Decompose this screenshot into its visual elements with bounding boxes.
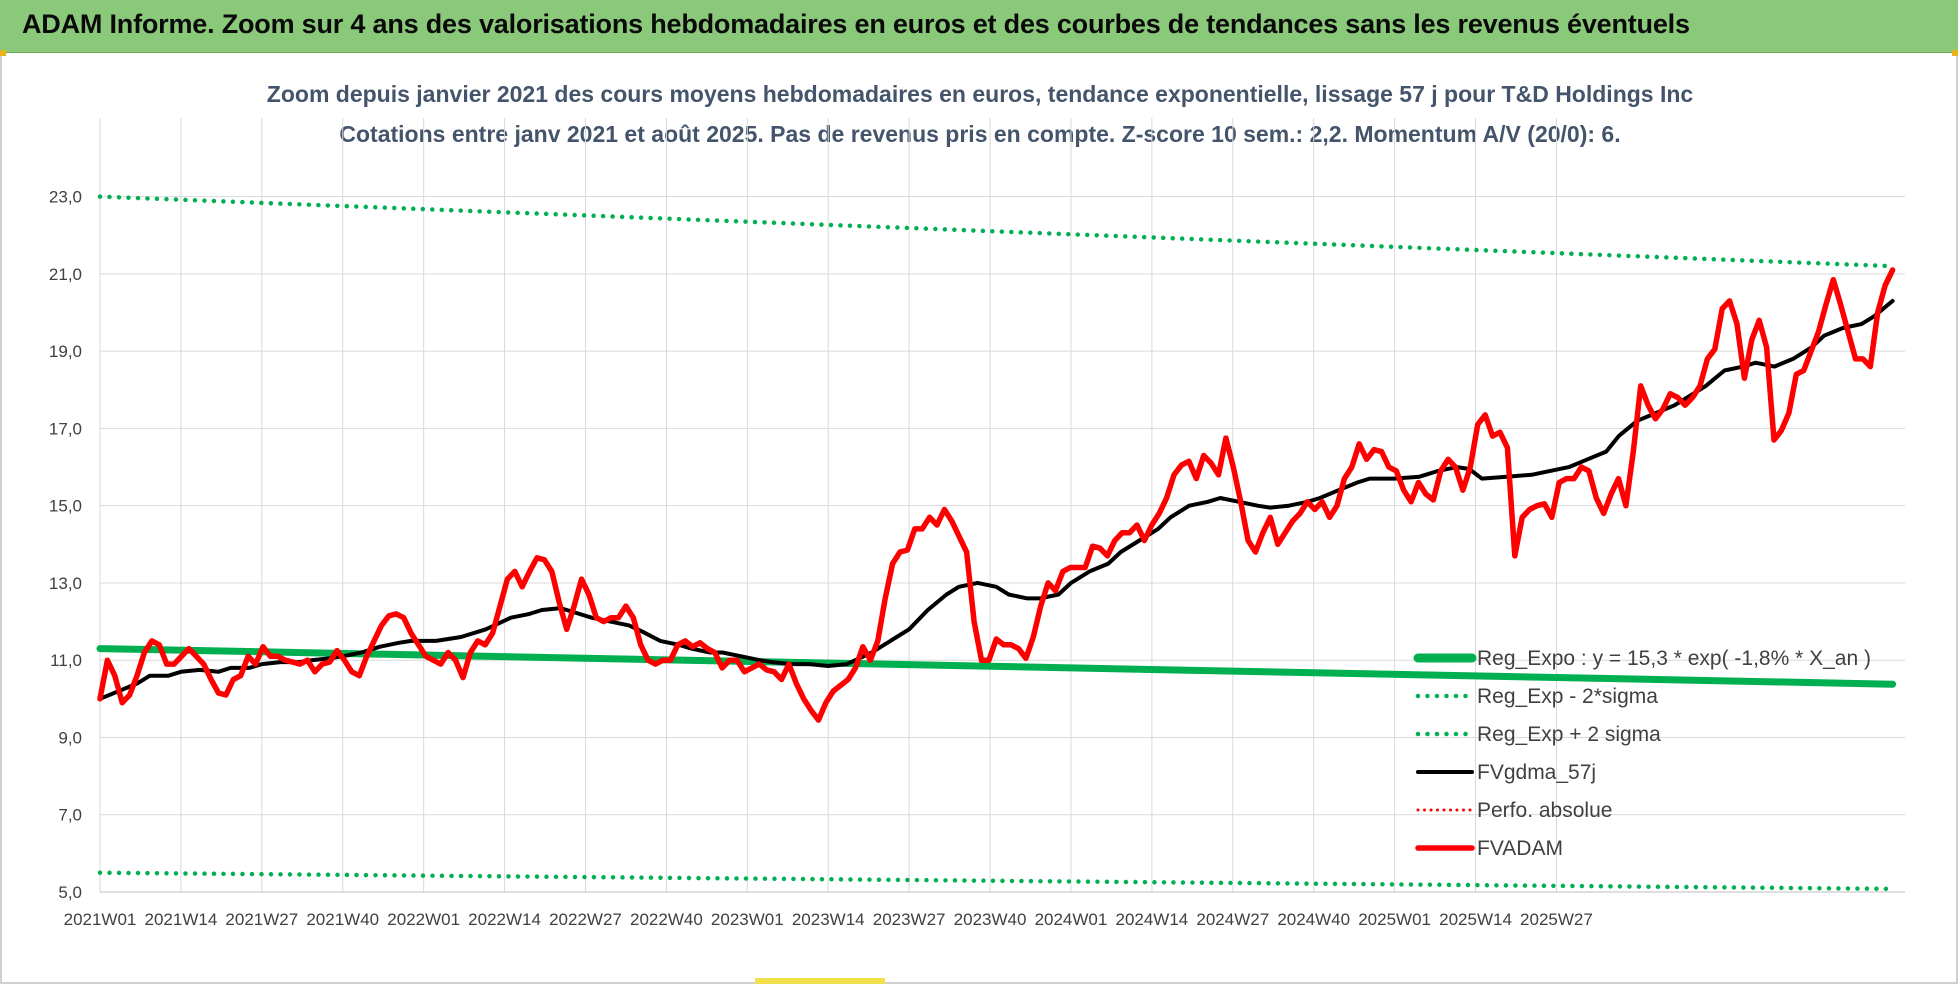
x-tick-label: 2025W27	[1520, 910, 1593, 929]
y-tick-label: 11,0	[50, 651, 82, 670]
y-tick-label: 7,0	[58, 806, 82, 825]
x-tick-label: 2021W01	[64, 910, 137, 929]
legend-label: FVgdma_57j	[1477, 761, 1596, 784]
x-tick-label: 2022W27	[549, 910, 622, 929]
y-tick-label: 15,0	[49, 497, 82, 516]
title-banner: ADAM Informe. Zoom sur 4 ans des valoris…	[0, 0, 1958, 53]
series-line-0	[96, 645, 1897, 688]
y-tick-label: 21,0	[49, 265, 82, 284]
series-line-3	[98, 298, 1895, 701]
legend-label: FVADAM	[1477, 837, 1563, 860]
x-tick-label: 2024W27	[1196, 910, 1269, 929]
x-tick-label: 2022W01	[387, 910, 460, 929]
x-tick-label: 2024W14	[1115, 910, 1188, 929]
chart-subtitle-line2: Cotations entre janv 2021 et août 2025. …	[339, 121, 1620, 147]
y-tick-label: 13,0	[49, 574, 82, 593]
legend: Reg_Expo : y = 15,3 * exp( -1,8% * X_an …	[1413, 647, 1871, 860]
series-line-1	[97, 870, 1895, 892]
corner-marker-right	[1952, 50, 1958, 56]
legend-label: Reg_Expo : y = 15,3 * exp( -1,8% * X_an …	[1477, 647, 1871, 670]
y-tick-label: 9,0	[58, 728, 82, 747]
series-line-5	[97, 267, 1896, 723]
x-tick-label: 2025W01	[1358, 910, 1431, 929]
x-tick-label: 2021W40	[306, 910, 379, 929]
x-tick-label: 2023W01	[711, 910, 784, 929]
x-tick-label: 2024W01	[1035, 910, 1108, 929]
grid-lines	[99, 118, 1905, 893]
y-tick-label: 5,0	[58, 883, 82, 902]
x-tick-label: 2025W14	[1439, 910, 1512, 929]
corner-marker-left	[0, 50, 6, 56]
x-tick-label: 2021W27	[225, 910, 298, 929]
y-axis: 5,0 7,0 9,0 11,0 13,0 15,0 17,0 19,0 21,0 23,0	[49, 188, 82, 902]
legend-label: Reg_Exp - 2*sigma	[1477, 685, 1658, 708]
x-axis: 2021W01 2021W14 2021W27 2021W40 2022W01 2022W…	[64, 910, 1593, 929]
x-tick-label: 2021W14	[145, 910, 218, 929]
y-tick-label: 23,0	[49, 188, 82, 207]
x-tick-label: 2023W14	[792, 910, 865, 929]
scroll-indicator	[755, 978, 885, 984]
banner-title: ADAM Informe. Zoom sur 4 ans des valoris…	[22, 9, 1690, 39]
line-chart: Zoom depuis janvier 2021 des cours moyen…	[49, 81, 1905, 929]
series-layer	[96, 194, 1897, 892]
x-tick-label: 2022W40	[630, 910, 703, 929]
chart-subtitle-line1: Zoom depuis janvier 2021 des cours moyen…	[267, 81, 1694, 107]
x-tick-label: 2023W40	[954, 910, 1027, 929]
y-tick-label: 17,0	[49, 419, 82, 438]
x-tick-label: 2024W40	[1277, 910, 1350, 929]
legend-label: Perfo. absolue	[1477, 799, 1612, 822]
y-tick-label: 19,0	[49, 342, 82, 361]
legend-label: Reg_Exp + 2 sigma	[1477, 723, 1661, 746]
series-line-2	[97, 194, 1895, 269]
x-tick-label: 2023W27	[873, 910, 946, 929]
x-tick-label: 2022W14	[468, 910, 541, 929]
